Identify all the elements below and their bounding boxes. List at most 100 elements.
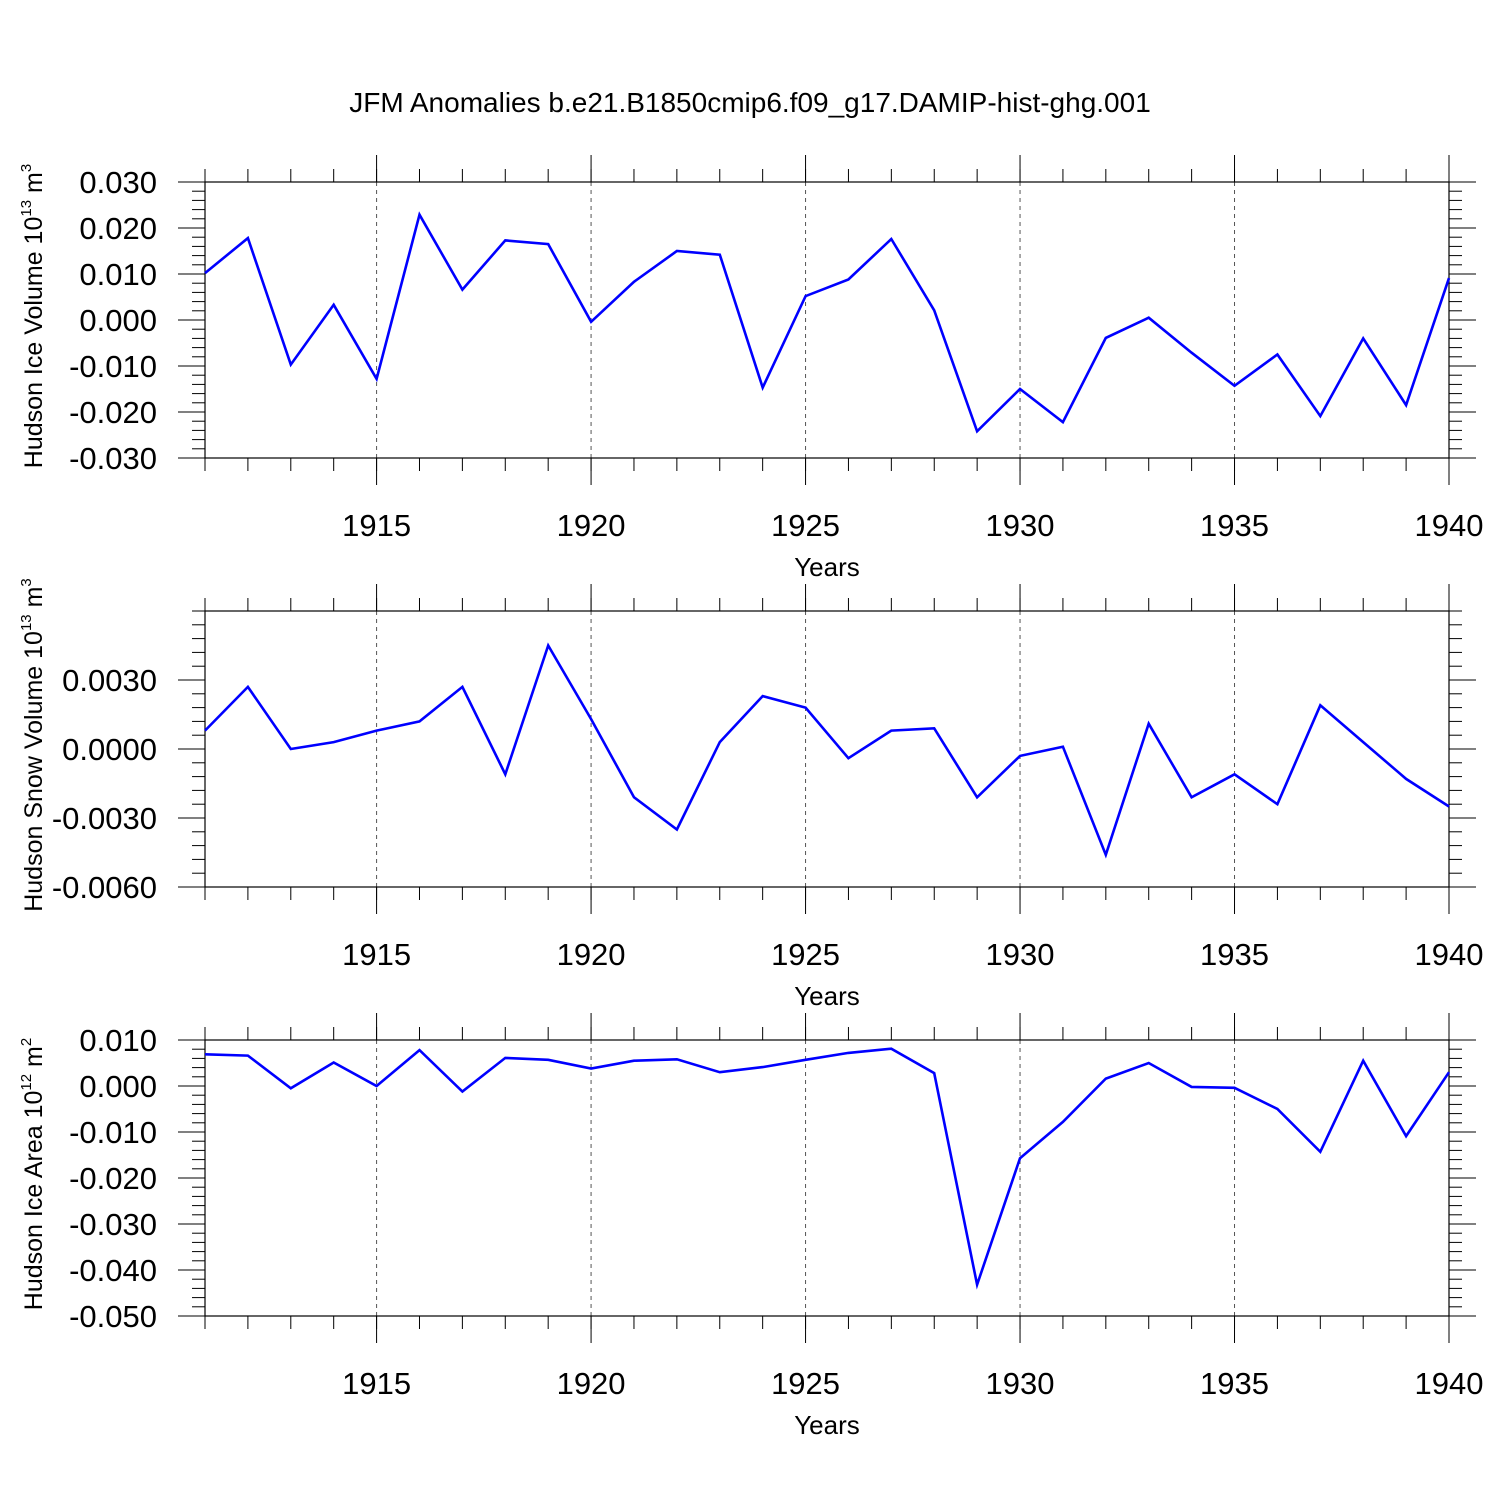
y-tick-label: -0.010: [69, 1115, 157, 1150]
data-point: [675, 1058, 678, 1061]
data-point: [976, 796, 979, 799]
data-point: [1448, 277, 1451, 280]
plot-frame: [204, 610, 1450, 888]
data-point: [547, 243, 550, 246]
y-tick-label: -0.030: [69, 441, 157, 476]
data-point: [289, 363, 292, 366]
x-tick-label: 1920: [557, 937, 626, 972]
data-point: [1061, 1120, 1064, 1123]
y-axis-title-unit: m: [20, 1046, 48, 1074]
x-axis-title: Years: [794, 1410, 860, 1440]
y-tick-label: 0.0000: [62, 732, 157, 767]
data-point: [1405, 777, 1408, 780]
data-point: [718, 253, 721, 256]
data-point: [204, 729, 207, 732]
data-point: [289, 1087, 292, 1090]
x-tick-label: 1930: [986, 508, 1055, 543]
data-point: [1405, 404, 1408, 407]
x-tick-label: 1925: [771, 1366, 840, 1401]
y-tick-label: 0.020: [79, 211, 157, 246]
y-axis-title-text: Hudson Ice Volume 10: [20, 217, 48, 469]
x-axis-title: Years: [794, 981, 860, 1011]
y-axis-title-unit-exponent: 3: [18, 578, 35, 586]
data-point: [1319, 704, 1322, 707]
data-point: [590, 1067, 593, 1070]
figure-title: JFM Anomalies b.e21.B1850cmip6.f09_g17.D…: [349, 87, 1151, 118]
y-axis-title-text: Hudson Snow Volume 10: [20, 631, 48, 912]
data-point: [1362, 1059, 1365, 1062]
x-tick-label: 1915: [342, 1366, 411, 1401]
data-point: [1190, 796, 1193, 799]
chart-panel-3: -0.050 -0.040 -0.030 -0.020 -0.010 0.000 0.010…: [18, 1013, 1483, 1440]
y-axis-title-unit-exponent: 3: [18, 164, 35, 172]
x-tick-label: 1940: [1415, 937, 1484, 972]
data-point: [1190, 351, 1193, 354]
data-point: [204, 272, 207, 275]
y-axis-title-unit: m: [20, 172, 48, 200]
data-point: [204, 1053, 207, 1056]
x-axis-title: Years: [794, 552, 860, 582]
y-tick-label: 0.000: [79, 303, 157, 338]
data-point: [976, 430, 979, 433]
y-tick-label: 0.030: [79, 165, 157, 200]
data-point: [1233, 384, 1236, 387]
y-axis-title-unit: m: [20, 587, 48, 615]
data-point: [418, 720, 421, 723]
data-point: [332, 1061, 335, 1064]
data-point: [847, 757, 850, 760]
data-point: [1019, 1157, 1022, 1160]
data-point: [1147, 722, 1150, 725]
data-point: [375, 1085, 378, 1088]
data-point: [976, 1283, 979, 1286]
data-point: [761, 695, 764, 698]
data-point: [461, 685, 464, 688]
data-point: [847, 1051, 850, 1054]
y-tick-label: -0.020: [69, 1161, 157, 1196]
data-point: [1104, 336, 1107, 339]
data-point: [504, 239, 507, 242]
data-point: [1147, 1062, 1150, 1065]
data-point: [1147, 316, 1150, 319]
data-point: [332, 741, 335, 744]
data-line: [204, 211, 1451, 434]
data-point: [1448, 805, 1451, 808]
data-point: [933, 727, 936, 730]
data-point: [718, 1071, 721, 1074]
data-point: [632, 796, 635, 799]
y-axis-title: Hudson Ice Volume 1013 m3: [18, 164, 48, 468]
y-tick-label: 0.010: [79, 1023, 157, 1058]
data-point: [375, 377, 378, 380]
x-tick-label: 1915: [342, 508, 411, 543]
data-point: [1061, 745, 1064, 748]
data-point: [1448, 1071, 1451, 1074]
data-point: [1405, 1135, 1408, 1138]
data-point: [1104, 853, 1107, 856]
data-point: [289, 748, 292, 751]
data-point: [547, 644, 550, 647]
data-point: [246, 1054, 249, 1057]
y-tick-label: -0.020: [69, 395, 157, 430]
data-point: [890, 1047, 893, 1050]
data-point: [418, 1049, 421, 1052]
data-point: [675, 250, 678, 253]
y-tick-label: 0.010: [79, 257, 157, 292]
data-point: [890, 729, 893, 732]
data-point: [1276, 803, 1279, 806]
data-point: [933, 1072, 936, 1075]
y-axis-title-exponent: 12: [18, 1074, 35, 1091]
data-line: [204, 1047, 1451, 1290]
data-point: [675, 828, 678, 831]
y-tick-label: -0.040: [69, 1253, 157, 1288]
data-point: [761, 1066, 764, 1069]
x-tick-label: 1925: [771, 937, 840, 972]
data-point: [1319, 415, 1322, 418]
y-axis-title-unit-exponent: 2: [18, 1038, 35, 1046]
x-tick-label: 1935: [1200, 1366, 1269, 1401]
data-point: [1190, 1085, 1193, 1088]
chart-panel-2: -0.0060 -0.0030 0.0000 0.0030 1915 1920 1925 19…: [18, 578, 1483, 1011]
data-point: [547, 1058, 550, 1061]
data-point: [246, 237, 249, 240]
data-point: [1233, 773, 1236, 776]
data-point: [461, 288, 464, 291]
